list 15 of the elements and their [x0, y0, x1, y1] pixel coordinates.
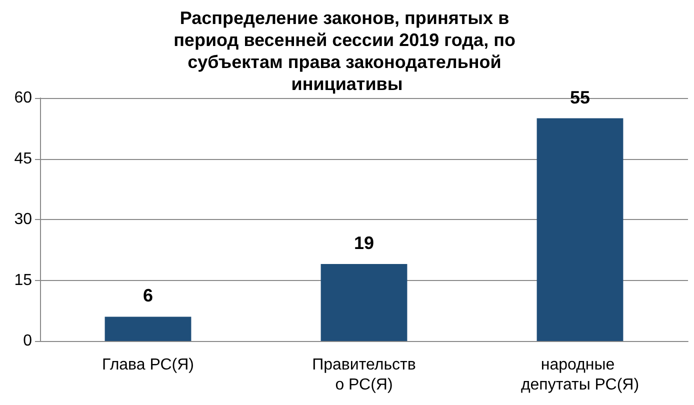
bar	[320, 264, 408, 341]
y-tick-label: 0	[23, 332, 32, 350]
x-tick-label: Правительство РС(Я)	[312, 356, 416, 394]
chart-title: Распределение законов, принятых в период весенней сессии 2019 года, по субъектам права законодательной инициативы	[174, 8, 520, 94]
data-label: 19	[354, 233, 374, 254]
x-tick-label: народные депутаты РС(Я)	[520, 356, 640, 394]
data-label: 6	[142, 286, 154, 306]
y-tick-label: 30	[14, 211, 32, 228]
data-label: 55	[570, 87, 590, 108]
y-tick-label: 60	[14, 90, 32, 106]
bar	[104, 316, 192, 341]
bar	[536, 118, 624, 341]
y-tick-label: 15	[14, 272, 32, 289]
x-tick-label: Глава РС(Я)	[102, 356, 194, 374]
y-tick-label: 45	[14, 150, 32, 168]
